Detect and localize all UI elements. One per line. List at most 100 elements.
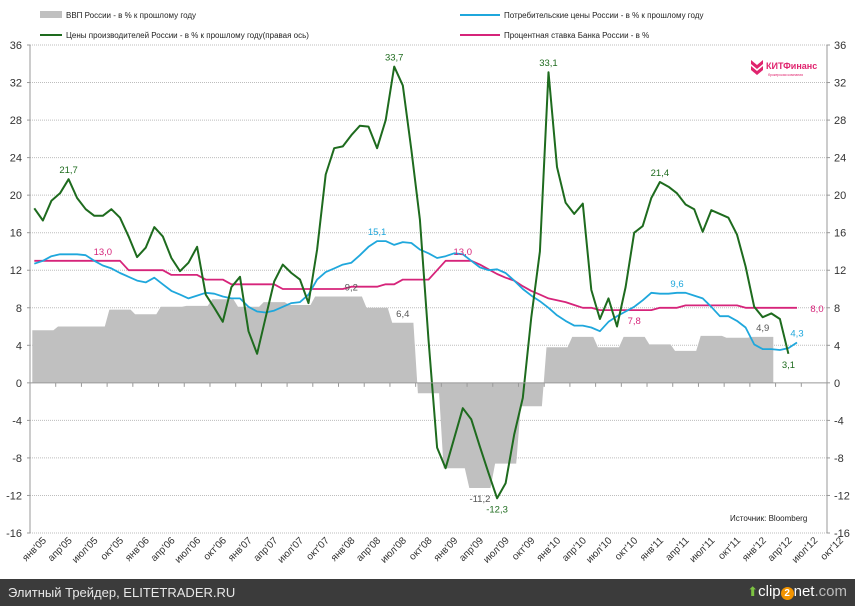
y-tick-label-right: 4 <box>834 340 840 352</box>
footer-bar: Элитный Трейдер, ELITETRADER.RU ⬆clip 2 ne… <box>0 579 855 606</box>
y-tick-label-left: -16 <box>6 528 22 540</box>
data-label: 4,9 <box>756 323 769 334</box>
data-label: 13,0 <box>94 247 113 258</box>
logo-text: КИТФинанс <box>766 61 817 71</box>
clip2net-part: .com <box>814 583 847 600</box>
y-tick-label-left: 4 <box>16 340 22 352</box>
x-tick-label: июл'12 <box>790 535 821 566</box>
legend: ВВП России - в % к прошлому году Потреби… <box>40 11 703 40</box>
x-tick-label: янв'08 <box>329 535 358 564</box>
x-tick-label: янв'12 <box>740 535 769 564</box>
legend-label-cpi: Потребительские цены России - в % к прош… <box>504 11 703 20</box>
data-label: -11,2 <box>469 494 490 505</box>
y-tick-label-right: 12 <box>834 265 846 277</box>
x-tick-label: апр'10 <box>560 535 589 564</box>
clip2net-part: clip <box>758 583 781 600</box>
x-tick-label: апр'12 <box>766 535 795 564</box>
x-tick-label: июл'10 <box>584 535 615 566</box>
x-tick-label: окт'08 <box>407 535 435 563</box>
clip2net-part: 2 <box>780 587 794 600</box>
y-tick-label-right: 32 <box>834 78 846 90</box>
x-tick-label: июл'05 <box>70 535 101 566</box>
legend-label-gdp: ВВП России - в % к прошлому году <box>66 11 196 20</box>
tick-labels: -16 -16 -12 -12 -8 -8 -4 -4 0 0 4 4 8 8 12 12 16 16 20 20 24… <box>6 40 850 566</box>
x-tick-label: окт'05 <box>99 535 127 563</box>
y-tick-label-left: 24 <box>10 153 22 165</box>
ppi-line <box>33 65 790 500</box>
gridlines <box>30 44 827 534</box>
gdp-area-series <box>32 296 774 488</box>
y-tick-label-right: 8 <box>834 303 840 315</box>
y-tick-label-left: 28 <box>10 115 22 127</box>
gdp-area <box>32 296 774 488</box>
x-tick-label: июл'09 <box>482 535 513 566</box>
x-tick-label: апр'08 <box>355 535 384 564</box>
data-label: 9,6 <box>670 279 683 290</box>
x-tick-label: янв'09 <box>432 535 461 564</box>
cpi-line <box>34 240 798 351</box>
y-tick-label-right: -12 <box>834 490 850 502</box>
y-tick-label-right: 36 <box>834 40 846 52</box>
legend-swatch-gdp <box>40 11 62 18</box>
x-tick-label: апр'09 <box>457 535 486 564</box>
y-tick-label-right: 0 <box>834 378 840 390</box>
data-label: 9,2 <box>345 283 358 294</box>
data-label: 4,3 <box>790 328 803 339</box>
legend-label-rate: Процентная ставка Банка России - в % <box>504 31 649 40</box>
y-tick-label-left: 8 <box>16 303 22 315</box>
clip2net-logo[interactable]: ⬆clip 2 net.com <box>747 583 847 600</box>
x-tick-label: янв'05 <box>20 535 49 564</box>
x-tick-label: июл'08 <box>379 535 410 566</box>
data-label: 13,0 <box>454 247 473 258</box>
data-labels: 21,7 33,7 33,1 -12,3 21,4 3,1 15,1 9,6 4,3 13,0 13… <box>59 53 823 516</box>
upload-arrow-icon: ⬆ <box>747 584 759 599</box>
x-tick-label: окт'06 <box>202 535 230 563</box>
data-label: 33,1 <box>539 58 558 69</box>
x-tick-label: июл'06 <box>173 535 204 566</box>
y-tick-label-left: 32 <box>10 78 22 90</box>
source-note: Источник: Bloomberg <box>730 514 807 523</box>
kitfinance-logo: КИТФинанс брокерская компания <box>751 60 817 77</box>
x-tick-label: янв'06 <box>123 535 152 564</box>
x-tick-label: янв'11 <box>638 535 666 563</box>
x-tick-label: янв'07 <box>226 535 255 564</box>
clip2net-part: net <box>793 583 815 600</box>
legend-label-ppi: Цены производителей России - в % к прошл… <box>66 31 309 40</box>
rate-line <box>34 259 797 311</box>
y-tick-label-left: 0 <box>16 378 22 390</box>
y-tick-label-left: -4 <box>12 415 22 427</box>
y-tick-label-left: 12 <box>10 265 22 277</box>
y-tick-label-right: -8 <box>834 453 844 465</box>
y-tick-label-right: 16 <box>834 228 846 240</box>
footer-site-text: Элитный Трейдер, ELITETRADER.RU <box>8 585 236 600</box>
logo-subtext: брокерская компания <box>768 73 803 77</box>
data-label: 3,1 <box>782 360 795 371</box>
data-label: 7,8 <box>628 316 641 327</box>
x-tick-label: апр'07 <box>252 535 281 564</box>
y-tick-label-left: 20 <box>10 190 22 202</box>
y-tick-label-left: -12 <box>6 490 22 502</box>
chart: -16 -16 -12 -12 -8 -8 -4 -4 0 0 4 4 8 8 12 12 16 16 20 20 24… <box>6 11 850 566</box>
x-tick-label: июл'11 <box>688 535 718 565</box>
data-label: 8,0 <box>810 304 823 315</box>
y-tick-label-right: 24 <box>834 153 846 165</box>
x-tick-label: апр'05 <box>46 535 75 564</box>
data-label: 21,4 <box>651 168 670 179</box>
x-tick-label: окт'11 <box>716 535 743 562</box>
x-tick-label: окт'07 <box>304 535 332 563</box>
logo-chevron-icon <box>751 60 763 75</box>
y-tick-label-right: 20 <box>834 190 846 202</box>
data-label: 21,7 <box>59 165 78 176</box>
x-tick-label: окт'09 <box>510 535 538 563</box>
y-tick-label-left: 36 <box>10 40 22 52</box>
x-tick-label: окт'10 <box>613 535 641 563</box>
x-tick-label: июл'07 <box>276 535 307 566</box>
y-tick-label-right: -16 <box>834 528 850 540</box>
data-label: 6,4 <box>396 309 409 320</box>
data-label: -12,3 <box>486 504 508 515</box>
x-tick-label: апр'06 <box>149 535 178 564</box>
y-tick-label-right: -4 <box>834 415 844 427</box>
x-tick-label: апр'11 <box>664 535 692 563</box>
y-tick-label-right: 28 <box>834 115 846 127</box>
data-label: 15,1 <box>368 227 387 238</box>
